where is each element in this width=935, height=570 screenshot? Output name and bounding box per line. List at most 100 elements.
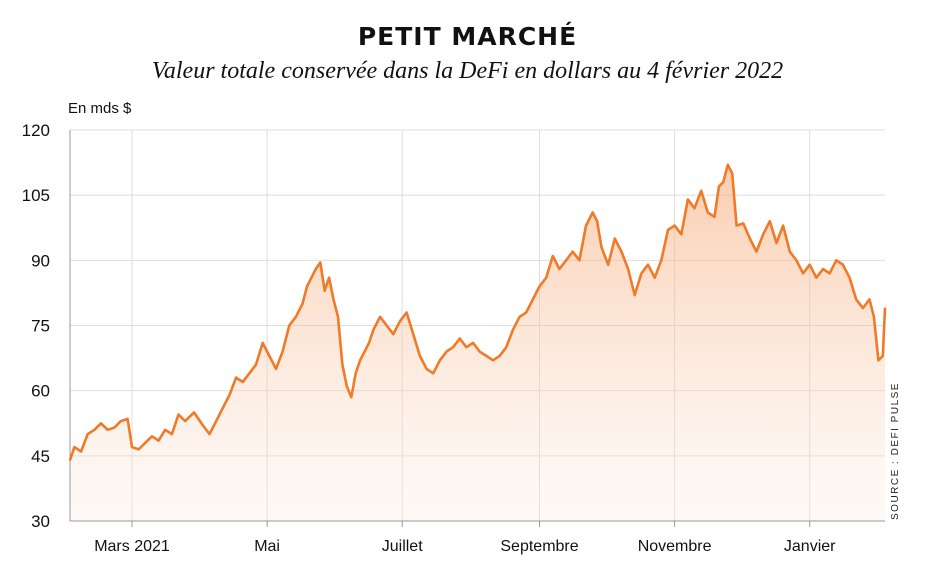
data-point xyxy=(164,429,166,431)
data-point xyxy=(100,422,102,425)
data-point xyxy=(419,355,421,357)
data-point xyxy=(379,316,381,318)
data-point xyxy=(248,372,251,375)
data-point xyxy=(73,446,76,448)
data-point xyxy=(789,250,791,253)
data-point xyxy=(337,316,339,318)
data-point xyxy=(558,268,561,270)
data-point xyxy=(215,420,217,422)
data-point xyxy=(660,259,663,262)
data-point xyxy=(627,268,629,270)
data-point xyxy=(301,303,304,305)
data-point xyxy=(405,311,408,314)
data-points xyxy=(69,164,886,462)
data-point xyxy=(478,350,481,353)
data-point xyxy=(802,272,804,275)
data-point xyxy=(782,224,784,227)
data-point xyxy=(268,355,271,357)
data-point xyxy=(126,418,129,420)
data-point xyxy=(363,350,366,353)
data-point xyxy=(884,307,886,309)
x-tick-label: Juillet xyxy=(382,538,423,555)
data-point xyxy=(319,261,322,264)
data-point xyxy=(193,411,195,414)
data-point xyxy=(862,307,864,309)
data-point xyxy=(177,413,180,416)
data-point xyxy=(505,346,508,349)
data-point xyxy=(275,368,277,370)
data-point xyxy=(350,396,353,399)
data-point xyxy=(157,439,160,442)
x-tick-label: Septembre xyxy=(500,538,578,555)
data-point xyxy=(332,298,335,301)
data-point xyxy=(877,359,880,362)
data-point xyxy=(120,420,122,422)
data-point xyxy=(653,276,656,279)
axes xyxy=(69,130,885,527)
data-point xyxy=(822,268,824,270)
data-point xyxy=(828,272,831,275)
data-point xyxy=(144,442,147,444)
data-point xyxy=(459,337,461,340)
data-point xyxy=(359,359,361,362)
data-point xyxy=(640,272,643,275)
data-point xyxy=(735,224,738,227)
data-point xyxy=(228,394,231,396)
data-point xyxy=(868,298,871,301)
data-point xyxy=(392,333,395,336)
y-axis-unit-label: En mds $ xyxy=(68,100,132,117)
data-point xyxy=(202,424,204,427)
data-point xyxy=(620,250,623,253)
data-point xyxy=(485,355,488,357)
data-point xyxy=(368,342,370,344)
data-point xyxy=(532,298,534,301)
y-tick-label: 30 xyxy=(31,512,50,531)
data-point xyxy=(80,450,82,453)
data-point xyxy=(465,346,468,349)
data-point xyxy=(295,316,297,318)
data-point xyxy=(571,250,574,253)
data-point xyxy=(552,255,554,257)
data-point xyxy=(755,250,758,253)
data-point xyxy=(855,298,857,301)
y-tick-label: 90 xyxy=(31,251,50,270)
data-point xyxy=(607,263,609,266)
data-point xyxy=(795,259,798,262)
data-point xyxy=(113,426,116,429)
data-point xyxy=(722,181,725,183)
data-point xyxy=(315,268,317,270)
chart-subtitle: Valeur totale conservée dans la DeFi en … xyxy=(151,58,784,84)
data-point xyxy=(385,324,388,327)
data-point xyxy=(432,372,435,375)
data-point xyxy=(235,376,237,379)
data-point xyxy=(306,285,308,288)
data-point xyxy=(749,237,751,240)
data-point xyxy=(680,233,683,236)
data-point xyxy=(815,276,818,279)
y-tick-label: 120 xyxy=(22,121,50,140)
data-point xyxy=(425,368,428,370)
data-point xyxy=(288,324,291,327)
x-tick-label: Mai xyxy=(254,538,280,555)
data-point xyxy=(538,285,541,288)
data-point xyxy=(731,172,733,175)
chart-title: PETIT MARCHÉ xyxy=(357,22,578,51)
y-tick-label: 75 xyxy=(31,317,50,336)
data-point xyxy=(255,363,257,366)
data-point xyxy=(727,164,729,166)
data-point xyxy=(693,207,696,209)
data-point xyxy=(222,407,224,409)
data-point xyxy=(498,355,501,357)
data-point xyxy=(718,185,720,188)
data-point xyxy=(713,216,716,218)
data-point xyxy=(687,198,689,201)
data-point xyxy=(106,429,109,431)
data-point xyxy=(591,211,594,214)
data-point xyxy=(673,224,676,227)
data-point xyxy=(775,242,778,244)
data-point xyxy=(835,259,838,262)
data-point xyxy=(667,229,669,231)
data-point xyxy=(354,372,357,375)
data-point xyxy=(131,446,133,448)
